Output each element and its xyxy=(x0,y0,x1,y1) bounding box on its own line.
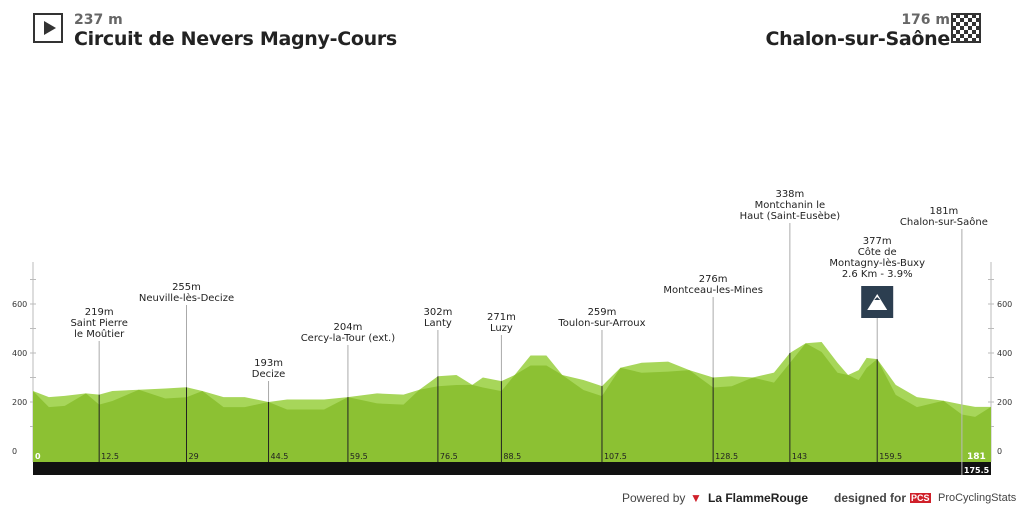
marker-altitude: 181m xyxy=(929,206,958,217)
start-name: Circuit de Nevers Magny-Cours xyxy=(74,28,397,50)
marker-name: Toulon-sur-Arroux xyxy=(557,318,645,329)
marker-name: Côte de xyxy=(858,246,897,258)
finish-info: 176 m Chalon-sur-Saône xyxy=(765,12,950,50)
marker-name: Decize xyxy=(252,369,286,380)
marker-altitude: 193m xyxy=(254,358,283,369)
km-label: 128.5 xyxy=(715,452,738,461)
marker-altitude: 255m xyxy=(172,282,201,293)
marker-name: Cercy-la-Tour (ext.) xyxy=(301,333,396,344)
marker-altitude: 271m xyxy=(487,312,516,323)
marker-name: Montceau-les-Mines xyxy=(663,285,763,296)
total-km-label: 181 xyxy=(967,452,986,462)
marker-name: Saint Pierre xyxy=(70,318,127,329)
checkered-flag-icon xyxy=(951,13,981,43)
km-label: 59.5 xyxy=(350,452,368,461)
start-info: 237 m Circuit de Nevers Magny-Cours xyxy=(74,12,397,50)
marker-name: Lanty xyxy=(424,318,452,329)
km-label: 175.5 xyxy=(964,466,990,475)
marker-altitude: 259m xyxy=(588,307,617,318)
marker-name: Neuville-lès-Decize xyxy=(139,292,234,304)
la-flamme-rouge-brand[interactable]: La FlammeRouge xyxy=(708,491,809,505)
y-tick-right: 0 xyxy=(997,447,1002,456)
flamme-rouge-logo-icon: ▼ xyxy=(690,491,702,505)
marker-name: Haut (Saint-Eusèbe) xyxy=(740,210,841,222)
pcs-logo: PCS xyxy=(910,493,931,503)
finish-altitude: 176 m xyxy=(901,12,950,28)
marker-altitude: 338m xyxy=(775,189,804,200)
distance-bar xyxy=(33,462,991,475)
y-tick-right: 400 xyxy=(997,349,1012,358)
marker-altitude: 219m xyxy=(85,307,114,318)
finish-name: Chalon-sur-Saône xyxy=(765,28,950,50)
km-label: 143 xyxy=(792,452,807,461)
km-label: 29 xyxy=(188,452,198,461)
start-altitude: 237 m xyxy=(74,12,123,28)
km-label: 88.5 xyxy=(503,452,521,461)
y-tick-left: 200 xyxy=(12,398,27,407)
play-icon xyxy=(33,13,63,43)
designed-for: designed for xyxy=(834,491,907,505)
marker-altitude: 377m xyxy=(863,236,892,247)
marker-name: Chalon-sur-Saône xyxy=(900,216,988,228)
marker-altitude: 204m xyxy=(334,322,363,333)
km-label: 76.5 xyxy=(440,452,458,461)
km-label: 44.5 xyxy=(271,452,289,461)
powered-by: Powered by xyxy=(622,491,686,505)
profile-area xyxy=(33,343,991,462)
marker-altitude: 302m xyxy=(423,307,452,318)
km-label: 12.5 xyxy=(101,452,119,461)
marker-name: 2.6 Km - 3.9% xyxy=(842,269,913,280)
mountain-snow xyxy=(874,297,881,300)
y-tick-right: 600 xyxy=(997,300,1012,309)
y-tick-left: 400 xyxy=(12,349,27,358)
procyclingstats-brand[interactable]: ProCyclingStats xyxy=(938,492,1017,504)
start-km-label: 0 xyxy=(35,452,41,461)
marker-name: Luzy xyxy=(490,323,513,334)
km-label: 107.5 xyxy=(604,452,627,461)
marker-altitude: 276m xyxy=(699,274,728,285)
y-tick-right: 200 xyxy=(997,398,1012,407)
mountain-icon xyxy=(867,294,888,310)
marker-name: le Moûtier xyxy=(74,328,125,340)
marker-name: Montagny-lès-Buxy xyxy=(829,257,925,269)
km-label: 159.5 xyxy=(879,452,902,461)
y-tick-left: 600 xyxy=(12,300,27,309)
marker-name: Montchanin le xyxy=(755,200,826,211)
y-tick-left: 0 xyxy=(12,447,17,456)
